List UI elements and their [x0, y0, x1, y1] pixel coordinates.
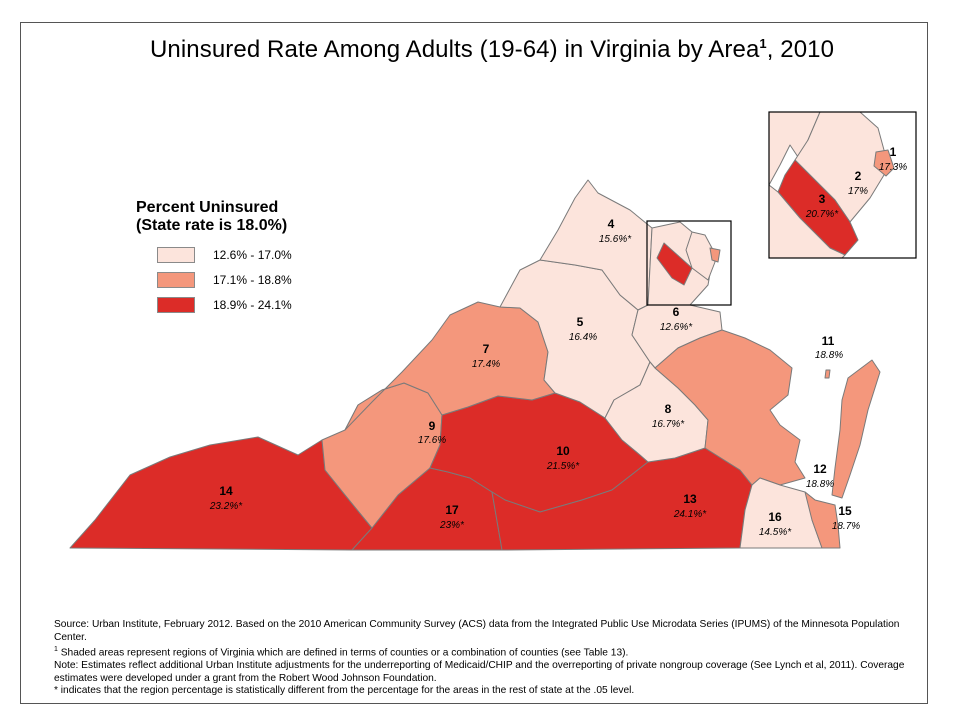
legend-item-mid: 17.1% - 18.8% — [157, 272, 292, 288]
region-2-number: 2 — [855, 169, 862, 183]
region-9-number: 9 — [429, 419, 436, 433]
legend-item-low: 12.6% - 17.0% — [157, 247, 292, 263]
region-6-value: 12.6%* — [660, 322, 693, 333]
inset-region-1-area — [873, 149, 895, 177]
inset-frame — [768, 111, 917, 259]
region-12-value: 18.8% — [806, 479, 834, 490]
footnote-regions-text: Shaded areas represent regions of Virgin… — [57, 647, 629, 659]
legend-swatch-high — [157, 297, 195, 313]
region-16-value: 14.5%* — [759, 527, 792, 538]
map-title-text: Uninsured Rate Among Adults (19-64) in V… — [150, 36, 760, 63]
region-12-number: 12 — [813, 462, 827, 476]
region-8-number: 8 — [665, 402, 672, 416]
region-16-number: 16 — [768, 510, 782, 524]
methodology-note: Note: Estimates reflect additional Urban… — [54, 660, 905, 684]
footnotes: Source: Urban Institute, February 2012. … — [54, 619, 914, 698]
region-3-area — [656, 242, 693, 286]
region-5-value: 16.4% — [569, 332, 597, 343]
region-11-value: 18.8% — [815, 350, 843, 361]
region-6-number: 6 — [673, 305, 680, 319]
region-10-value: 21.5%* — [546, 461, 580, 472]
legend-swatch-low — [157, 247, 195, 263]
region-2-area — [685, 231, 716, 281]
legend-item-high: 18.9% - 24.1% — [157, 297, 292, 313]
map-title-year: , 2010 — [766, 36, 835, 63]
region-15-area — [804, 491, 841, 549]
region-14-number: 14 — [219, 484, 233, 498]
region-8-value: 16.7%* — [652, 419, 685, 430]
region-13-number: 13 — [683, 492, 697, 506]
region-7-number: 7 — [483, 342, 490, 356]
region-13-value: 24.1%* — [673, 509, 707, 520]
region-3-number: 3 — [819, 192, 826, 206]
footnote-regions: 1 Shaded areas represent regions of Virg… — [54, 644, 914, 660]
region-1-value: 17.3% — [879, 162, 907, 173]
region-3-value: 20.7%* — [805, 209, 839, 220]
region-11-island — [824, 369, 831, 379]
region-12-area — [654, 329, 806, 486]
legend-swatch-mid — [157, 272, 195, 288]
title-footnote-mark: 1 — [759, 36, 767, 51]
source-note: Source: Urban Institute, February 2012. … — [54, 619, 900, 643]
region-4-number: 4 — [608, 217, 615, 231]
inset-locator-box — [646, 220, 732, 306]
region-17-value: 23%* — [439, 520, 465, 531]
region-14-value: 23.2%* — [209, 501, 243, 512]
region-4-value: 15.6%* — [599, 234, 632, 245]
region-17-number: 17 — [445, 503, 459, 517]
legend-title-line1: Percent Uninsured — [136, 199, 279, 216]
region-9-value: 17.6% — [418, 435, 446, 446]
legend-label-low: 12.6% - 17.0% — [213, 248, 292, 262]
slide-frame — [20, 22, 928, 704]
legend-label-high: 18.9% - 24.1% — [213, 298, 292, 312]
region-labels: 1 17.3% 2 17% 3 20.7%* 4 15.6%* 5 16.4% 6 12.6%* 7 17… — [209, 145, 907, 538]
legend-title-line2: (State rate is 18.0%) — [136, 217, 288, 234]
region-5-number: 5 — [577, 315, 584, 329]
map-title: Uninsured Rate Among Adults (19-64) in V… — [150, 36, 834, 64]
region-11-area — [831, 359, 881, 499]
region-7-value: 17.4% — [472, 359, 500, 370]
region-1-area — [709, 247, 721, 263]
legend-title: Percent Uninsured (State rate is 18.0%) — [136, 199, 287, 235]
region-15-number: 15 — [838, 504, 852, 518]
significance-note: * indicates that the region percentage i… — [54, 685, 635, 697]
region-15-value: 18.7% — [832, 521, 860, 532]
footnote-regions-mark: 1 — [54, 646, 58, 654]
region-10-number: 10 — [556, 444, 570, 458]
region-2-value: 17% — [848, 186, 868, 197]
inset-region-2-area — [794, 111, 885, 223]
region-1-number: 1 — [890, 145, 897, 159]
region-11-number: 11 — [822, 334, 835, 348]
legend-label-mid: 17.1% - 18.8% — [213, 273, 292, 287]
